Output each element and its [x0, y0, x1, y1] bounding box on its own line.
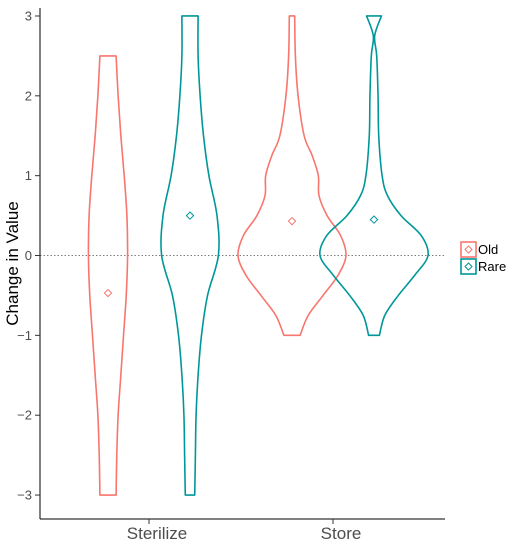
violin-rare-sterilize: [160, 15, 220, 496]
violins-group: [87, 15, 430, 496]
violin-old-store: [237, 15, 347, 337]
y-tick-label: 2: [25, 88, 32, 103]
legend-diamond-icon: [464, 245, 473, 254]
y-tick-label: 1: [25, 168, 32, 183]
y-ticks: −3 −2 −1 0 1 2 3: [17, 8, 40, 503]
violin-old-sterilize: [87, 55, 129, 496]
axes: −3 −2 −1 0 1 2 3 Sterilize Store: [17, 8, 445, 539]
mean-marker-rare-store: [369, 215, 379, 224]
y-tick-label: −1: [17, 328, 32, 343]
plot-area: [40, 15, 445, 496]
legend-label-rare: Rare: [478, 259, 506, 274]
y-axis-title: Change in Value: [3, 201, 22, 325]
mean-markers-group: [103, 211, 379, 298]
mean-marker-old-store: [287, 216, 297, 226]
y-tick-label: −2: [17, 408, 32, 423]
x-tick-label-sterilize: Sterilize: [127, 524, 187, 539]
y-tick-label: −3: [17, 488, 32, 503]
legend-label-old: Old: [478, 242, 498, 257]
mean-marker-old-sterilize: [103, 288, 113, 298]
violin-rare-store: [318, 15, 430, 337]
y-tick-label: 3: [25, 8, 32, 23]
mean-marker-rare-sterilize: [185, 211, 195, 220]
y-tick-label: 0: [25, 248, 32, 263]
legend-key-rare: [460, 258, 477, 275]
legend-key-old: [460, 241, 477, 258]
legend-diamond-icon: [464, 262, 473, 271]
legend: Old Rare: [460, 241, 506, 275]
x-tick-label-store: Store: [321, 524, 362, 539]
x-ticks: Sterilize Store: [127, 519, 362, 539]
